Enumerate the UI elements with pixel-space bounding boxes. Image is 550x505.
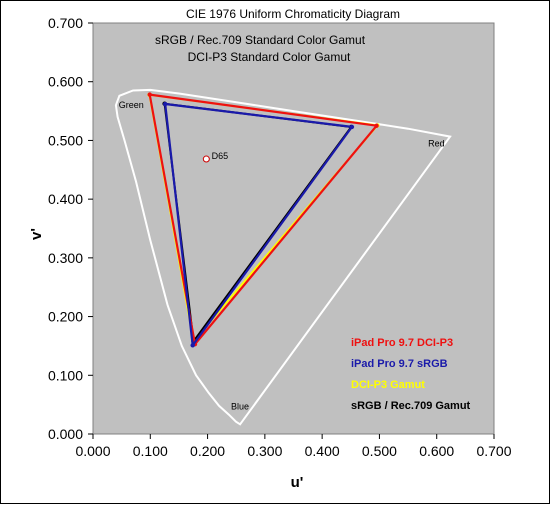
y-tick-label: 0.700 — [48, 15, 83, 31]
gamut-ipad-pro-9-7-srgb — [164, 102, 353, 347]
y-tick-label: 0.100 — [48, 367, 83, 383]
y-tick-label: 0.000 — [48, 426, 83, 442]
legend-entry: iPad Pro 9.7 DCI-P3 — [351, 337, 453, 349]
spectral-locus — [114, 88, 452, 426]
x-tick-label: 0.200 — [190, 443, 225, 459]
plot-area — [92, 22, 495, 435]
chart-title: CIE 1976 Uniform Chromaticity Diagram — [186, 7, 400, 21]
x-tick-label: 0.700 — [476, 443, 511, 459]
d65-white-point — [202, 155, 210, 163]
gamut-ipad-pro-9-7-dci-p3 — [148, 93, 378, 346]
y-tick-label: 0.300 — [48, 250, 83, 266]
x-tick-label: 0.300 — [247, 443, 282, 459]
x-tick-label: 0.000 — [75, 443, 110, 459]
chart-subtitle-dcip3: DCI-P3 Standard Color Gamut — [188, 50, 351, 64]
y-tick-label: 0.600 — [48, 74, 83, 90]
primary-label: D65 — [212, 151, 229, 161]
primary-label: Red — [428, 138, 445, 148]
x-tick-label: 0.100 — [133, 443, 168, 459]
primary-label: Green — [119, 100, 144, 110]
x-axis-label: u' — [291, 474, 304, 491]
gamut-vertex — [374, 123, 379, 128]
y-tick-label: 0.400 — [48, 191, 83, 207]
y-tick-label: 0.500 — [48, 132, 83, 148]
gamut-vertex — [147, 92, 152, 97]
legend-entry: iPad Pro 9.7 sRGB — [351, 358, 448, 370]
y-axis-label: v' — [28, 228, 45, 240]
x-tick-label: 0.500 — [362, 443, 397, 459]
x-tick-label: 0.400 — [305, 443, 340, 459]
gamut-vertex — [349, 124, 355, 130]
chart-subtitle-srgb: sRGB / Rec.709 Standard Color Gamut — [155, 33, 366, 47]
x-tick-label: 0.600 — [419, 443, 454, 459]
y-tick-label: 0.200 — [48, 309, 83, 325]
gamut-vertex — [162, 101, 168, 107]
primary-label: Blue — [231, 401, 249, 411]
legend-entry: DCI-P3 Gamut — [351, 379, 425, 391]
gamut-vertex — [190, 343, 195, 348]
legend-entry: sRGB / Rec.709 Gamut — [351, 400, 471, 412]
